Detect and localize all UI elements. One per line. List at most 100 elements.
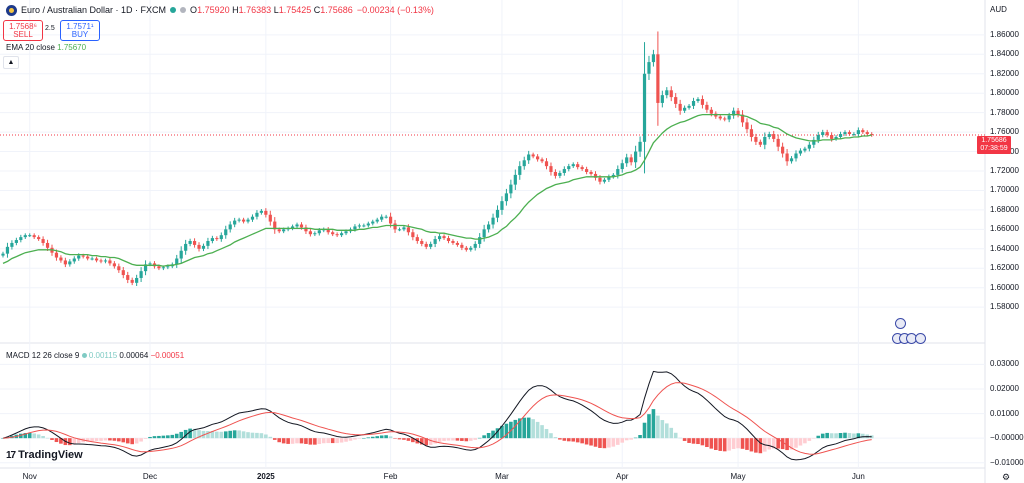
candle-body — [224, 229, 228, 236]
macd-tick-label: 0.03000 — [990, 359, 1019, 369]
candle-body — [442, 236, 446, 239]
macd-histogram-bar — [295, 438, 299, 444]
macd-histogram-bar — [495, 428, 500, 439]
candle-body — [705, 104, 709, 110]
macd-histogram-bar — [357, 438, 362, 439]
macd-histogram-bar — [504, 423, 509, 439]
candle-body — [620, 163, 624, 170]
candle-body — [709, 109, 713, 114]
candle-body — [522, 160, 526, 167]
candle-body — [313, 233, 317, 235]
candle-body — [112, 263, 116, 267]
ohlc-values: O1.75920 H1.76383 L1.75425 C1.75686 — [190, 5, 353, 15]
macd-histogram-bar — [620, 438, 625, 443]
candle-body — [589, 171, 593, 174]
macd-histogram-bar — [424, 438, 429, 446]
sell-label: SELL — [13, 29, 33, 39]
candle-body — [585, 169, 589, 172]
candle-body — [536, 156, 540, 160]
candle-body — [660, 95, 664, 103]
symbol-title[interactable]: Euro / Australian Dollar · 1D · FXCM — [21, 5, 167, 15]
macd-histogram-bar — [402, 438, 406, 440]
macd-histogram-bar — [642, 422, 647, 439]
currency-label[interactable]: AUD — [990, 5, 1007, 14]
candle-body — [59, 257, 63, 261]
candle-body — [830, 135, 834, 139]
sell-button[interactable]: 1.7568⁶ SELL — [3, 20, 43, 41]
price-tick-label: 1.58000 — [990, 302, 1019, 312]
buy-button[interactable]: 1.7571¹ BUY — [60, 20, 100, 41]
price-tick-label: 1.72000 — [990, 166, 1019, 175]
macd-histogram-bar — [281, 438, 286, 444]
macd-histogram-bar — [566, 438, 571, 442]
macd-histogram-bar — [264, 434, 268, 439]
price-tick-label: 1.68000 — [990, 204, 1019, 214]
macd-histogram-bar — [446, 438, 451, 441]
macd-tick-label: 0.02000 — [990, 383, 1019, 393]
macd-histogram-bar — [589, 438, 593, 446]
macd-histogram-bar — [553, 437, 558, 439]
macd-histogram-bar — [624, 438, 629, 441]
price-tick-label: 1.64000 — [990, 243, 1019, 253]
candle-body — [745, 122, 749, 130]
macd-histogram-bar — [593, 438, 598, 447]
time-tick-label: Apr — [616, 472, 629, 481]
candle-body — [188, 241, 192, 244]
event-flag-icon[interactable] — [895, 318, 906, 329]
candle-body — [665, 90, 669, 96]
candle-body — [598, 177, 602, 182]
ema-legend[interactable]: EMA 20 close 1.75670 — [6, 43, 86, 52]
macd-histogram-bar — [72, 438, 77, 445]
candle-body — [184, 243, 188, 251]
settings-gear-icon[interactable]: ⚙ — [1002, 472, 1011, 482]
event-flag-icon[interactable] — [915, 333, 926, 344]
macd-histogram-bar — [272, 438, 277, 440]
candle-body — [838, 134, 843, 137]
macd-histogram-bar — [192, 428, 197, 439]
macd-legend-label: MACD 12 26 close 9 — [6, 351, 80, 360]
candle-body — [576, 164, 580, 168]
candle-body — [23, 235, 27, 238]
macd-histogram-bar — [451, 438, 455, 441]
macd-histogram-bar — [45, 437, 50, 439]
candle-body — [72, 258, 76, 262]
candle-body — [175, 258, 179, 265]
macd-histogram-bar — [517, 418, 522, 439]
candle-body — [803, 148, 807, 151]
macd-histogram-bar — [731, 438, 736, 449]
candle-body — [259, 210, 263, 213]
market-status-icon — [170, 7, 177, 13]
macd-histogram-bar — [468, 438, 473, 441]
macd-histogram-bar — [259, 433, 264, 439]
price-change: −0.00234 (−0.13%) — [356, 5, 434, 15]
candle-body — [607, 176, 611, 180]
price-tick-label: 1.62000 — [990, 263, 1019, 273]
candle-body — [638, 141, 642, 152]
macd-histogram-bar — [526, 417, 531, 439]
macd-histogram-bar — [714, 438, 718, 450]
macd-histogram-bar — [166, 435, 170, 439]
macd-legend[interactable]: MACD 12 26 close 9 0.00115 0.00064 −0.00… — [6, 351, 184, 360]
candle-body — [94, 258, 99, 261]
macd-histogram-bar — [428, 438, 433, 445]
macd-histogram-bar — [219, 431, 224, 439]
macd-histogram-bar — [379, 435, 384, 439]
candle-body — [393, 223, 397, 230]
macd-histogram-bar — [816, 435, 821, 439]
macd-histogram-bar — [197, 430, 201, 439]
tradingview-logo[interactable]: 17 TradingView — [6, 449, 83, 461]
candle-body — [549, 166, 553, 172]
candle-body — [103, 260, 108, 262]
macd-histogram-bar — [727, 438, 731, 451]
candle-body — [264, 210, 268, 215]
collapse-legend-button[interactable]: ▲ — [3, 56, 19, 69]
macd-histogram-bar — [669, 427, 674, 439]
macd-histogram-bar — [535, 421, 540, 439]
candle-body — [651, 54, 656, 63]
candle-body — [687, 105, 691, 108]
candle-body — [798, 150, 803, 154]
candle-body — [616, 169, 620, 175]
candle-body — [732, 110, 736, 116]
candle-body — [192, 241, 197, 245]
